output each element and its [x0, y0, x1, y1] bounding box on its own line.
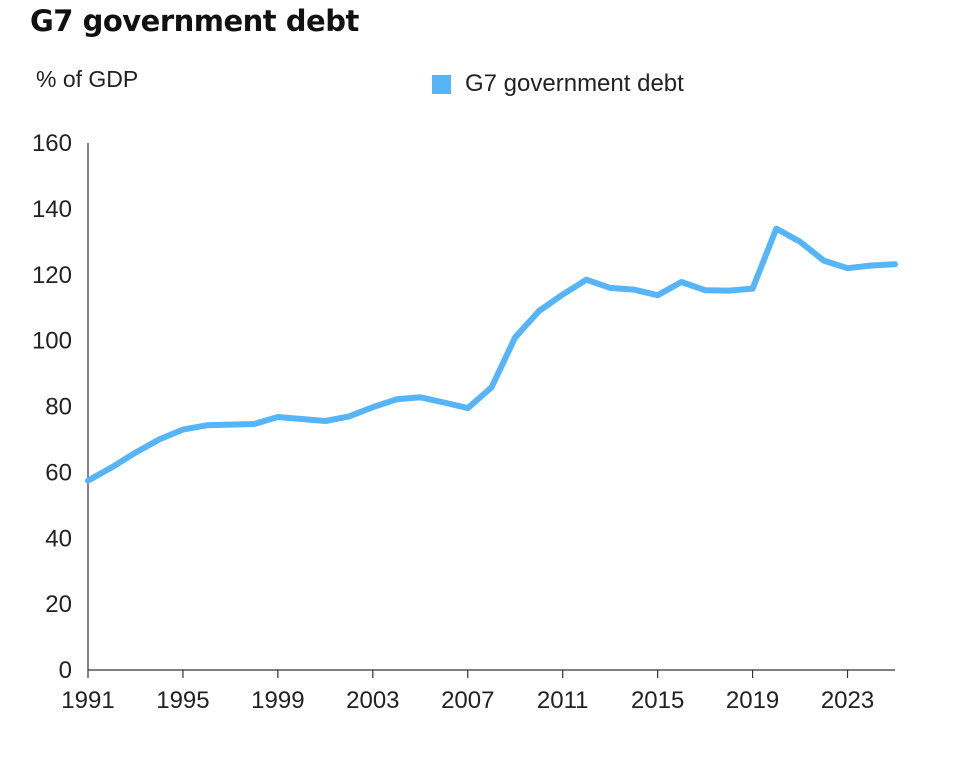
x-tick-label: 2023 [821, 687, 874, 714]
y-tick-label: 40 [45, 525, 72, 552]
y-tick-label: 120 [32, 262, 72, 289]
x-tick-label: 1999 [251, 687, 304, 714]
y-tick-label: 160 [32, 130, 72, 157]
y-tick-label: 60 [45, 459, 72, 486]
y-tick-label: 100 [32, 328, 72, 355]
x-tick-label: 1995 [156, 687, 209, 714]
x-tick-label: 1991 [61, 687, 114, 714]
y-axis-label: % of GDP [36, 66, 139, 92]
series-line-g7-government-debt [85, 225, 898, 484]
y-tick-label: 140 [32, 196, 72, 223]
legend-swatch [432, 74, 451, 94]
legend-label: G7 government debt [465, 70, 684, 97]
y-tick-label: 0 [59, 657, 72, 684]
chart-title: G7 government debt [30, 4, 359, 38]
x-tick-label: 2019 [726, 687, 779, 714]
legend: G7 government debt [432, 70, 684, 98]
y-tick-label: 80 [45, 394, 72, 421]
x-tick-label: 2007 [441, 687, 494, 714]
x-tick-label: 2011 [537, 687, 589, 714]
x-tick-label: 2003 [346, 687, 399, 714]
x-tick-label: 2015 [631, 687, 684, 714]
y-tick-label: 20 [45, 591, 72, 618]
